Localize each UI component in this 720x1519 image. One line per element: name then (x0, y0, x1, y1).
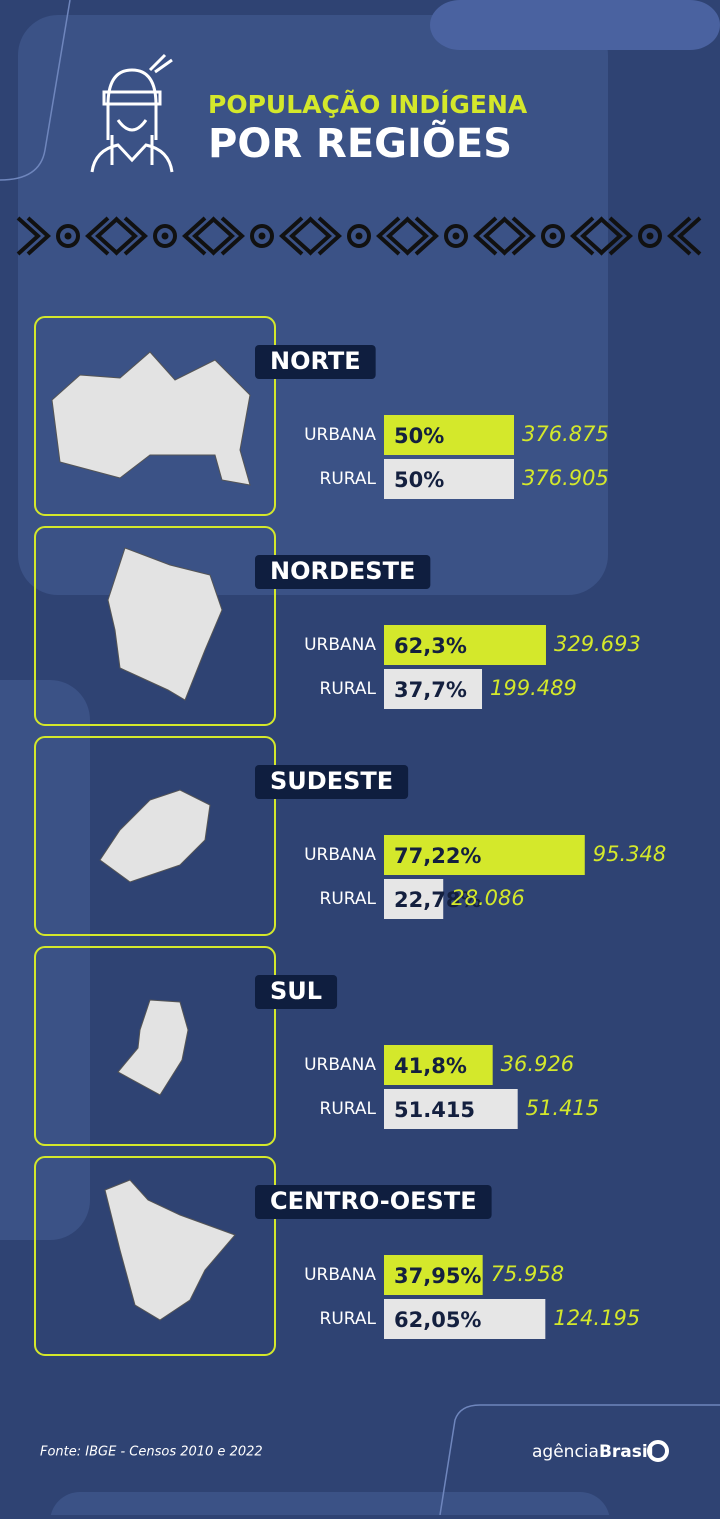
logo-part: Brasil (599, 1442, 654, 1462)
region-name: NORDESTE (270, 557, 415, 585)
region-name-box (255, 1185, 492, 1219)
region-name-box (255, 555, 431, 589)
pattern-chevron (210, 216, 314, 256)
bg-shape (0, 680, 90, 1240)
pattern-dot (646, 232, 654, 240)
region-map (107, 547, 223, 701)
count-label: 28.086 (451, 886, 524, 910)
count-label: 329.693 (554, 632, 641, 656)
row-label: URBANA (304, 845, 376, 865)
pattern-circle (541, 224, 565, 248)
bg-shape (50, 1492, 610, 1519)
title-line2: POR REGIÕES (208, 119, 512, 167)
region-name: NORTE (270, 347, 361, 375)
bar (384, 415, 514, 455)
region-name: SUL (270, 977, 322, 1005)
row-label: RURAL (320, 679, 377, 699)
percent-label: 41,8% (394, 1054, 467, 1078)
percent-label: 62,3% (394, 634, 467, 658)
row-label: RURAL (320, 1309, 377, 1329)
region-panel (34, 946, 276, 1146)
pattern-circle (250, 224, 274, 248)
bar (384, 625, 546, 665)
pattern-chevron (307, 216, 411, 256)
pattern-chevron (598, 216, 702, 256)
pattern-chevron (501, 216, 605, 256)
pattern-circle (56, 224, 80, 248)
logo-mark (647, 1440, 669, 1462)
bar (384, 835, 585, 875)
row-label: RURAL (320, 469, 377, 489)
count-label: 376.905 (522, 466, 609, 490)
region-name: SUDESTE (270, 767, 393, 795)
count-label: 376.875 (522, 422, 609, 446)
percent-label: 62,05% (394, 1308, 481, 1332)
region-map (51, 351, 251, 486)
region-panel (34, 316, 276, 516)
bar (384, 879, 444, 919)
percent-label: 51.415 (394, 1098, 475, 1122)
pattern-circle (444, 224, 468, 248)
bar (384, 1045, 493, 1085)
pattern-dot (64, 232, 72, 240)
bar (384, 459, 514, 499)
region-name: CENTRO-OESTE (270, 1187, 477, 1215)
pattern-circle (638, 224, 662, 248)
pattern-chevron (16, 216, 120, 256)
logo-part: agência (532, 1442, 599, 1462)
pattern-dot (452, 232, 460, 240)
pattern-circle (153, 224, 177, 248)
region-name-box (255, 975, 338, 1009)
bar (384, 1089, 518, 1129)
region-name-box (255, 345, 376, 379)
percent-label: 37,95% (394, 1264, 481, 1288)
count-label: 75.958 (491, 1262, 564, 1286)
region-panel (34, 1156, 276, 1356)
row-label: URBANA (304, 1265, 376, 1285)
row-label: RURAL (320, 1099, 377, 1119)
icon (90, 53, 174, 173)
row-label: URBANA (304, 425, 376, 445)
region-map (117, 999, 189, 1096)
bar (384, 1255, 483, 1295)
count-label: 95.348 (593, 842, 666, 866)
bar (384, 669, 483, 709)
region-map (99, 789, 211, 883)
percent-label: 50% (394, 424, 444, 448)
bg-shape (430, 0, 720, 50)
region-panel (34, 736, 276, 936)
title-line1: POPULAÇÃO INDÍGENA (208, 90, 528, 119)
pattern-chevron (113, 216, 217, 256)
count-label: 199.489 (490, 676, 577, 700)
bg-line (0, 0, 71, 181)
row-label: URBANA (304, 635, 376, 655)
pattern-circle (347, 224, 371, 248)
pattern-dot (258, 232, 266, 240)
percent-label: 37,7% (394, 678, 467, 702)
pattern-dot (549, 232, 557, 240)
count-label: 124.195 (553, 1306, 640, 1330)
row-label: RURAL (320, 889, 377, 909)
percent-label: 22,78% (394, 888, 481, 912)
region-name-box (255, 765, 409, 799)
logo: agênciaBrasil (532, 1442, 654, 1462)
bar (384, 1299, 546, 1339)
row-label: URBANA (304, 1055, 376, 1075)
source: Fonte: IBGE - Censos 2010 e 2022 (40, 1445, 263, 1460)
percent-label: 77,22% (394, 844, 481, 868)
region-panel (34, 526, 276, 726)
pattern-chevron (404, 216, 508, 256)
count-label: 36.926 (501, 1052, 574, 1076)
percent-label: 50% (394, 468, 444, 492)
count-label: 51.415 (526, 1096, 599, 1120)
pattern (16, 216, 702, 256)
region-map (104, 1179, 236, 1321)
pattern-dot (355, 232, 363, 240)
bg-line (439, 1404, 720, 1516)
pattern-dot (161, 232, 169, 240)
